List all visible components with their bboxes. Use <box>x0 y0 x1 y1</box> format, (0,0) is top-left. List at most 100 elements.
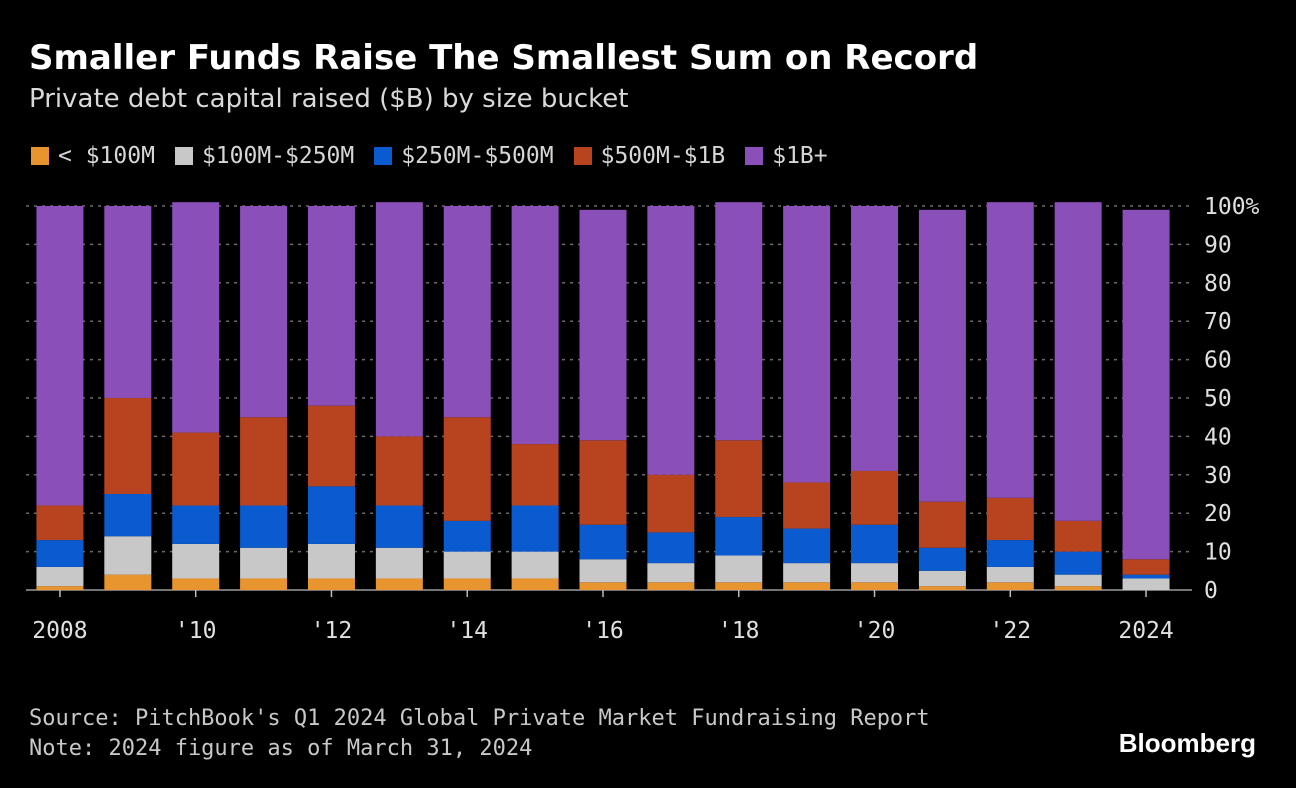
bar-segment <box>579 582 627 590</box>
bar-segment <box>783 482 831 529</box>
bar-segment <box>443 578 491 590</box>
bar-segment <box>511 206 559 445</box>
bar-segment <box>104 398 152 494</box>
bar-segment <box>647 206 695 475</box>
legend-item-500m-1b: $500M-$1B <box>573 143 725 169</box>
legend-swatch <box>374 147 393 165</box>
bar-segment <box>986 202 1034 498</box>
y-tick-label: 20 <box>1204 501 1232 527</box>
bar-segment <box>715 440 763 518</box>
bar-segment <box>986 497 1034 541</box>
bar-segment <box>918 547 966 571</box>
y-tick-label: 10 <box>1204 540 1232 566</box>
bar-segment <box>986 582 1034 590</box>
bar-segment <box>918 570 966 587</box>
bar-segment <box>783 582 831 590</box>
bar-segment <box>1054 202 1102 521</box>
bar-segment <box>511 505 559 552</box>
bar-segment <box>715 202 763 441</box>
bar-segment <box>918 501 966 548</box>
bar-segment <box>579 440 627 525</box>
bar-segment <box>36 540 84 567</box>
y-tick-label: 40 <box>1204 424 1232 450</box>
bar-segment <box>36 586 84 590</box>
bar-segment <box>36 505 84 541</box>
bar-segment <box>783 563 831 583</box>
y-tick-label: 80 <box>1204 271 1232 297</box>
x-tick-label: 2008 <box>32 618 87 644</box>
bar-segment <box>783 528 831 564</box>
y-tick-label: 30 <box>1204 463 1232 489</box>
bar-segment <box>375 505 423 548</box>
bar-segment <box>715 582 763 590</box>
bar-segment <box>851 582 899 590</box>
legend-label: $250M-$500M <box>401 143 554 169</box>
bar-segment <box>307 543 355 579</box>
bar-segment <box>715 555 763 583</box>
bar-segment <box>783 206 831 483</box>
source-note: Source: PitchBook's Q1 2024 Global Priva… <box>29 706 930 731</box>
bar-segment <box>511 444 559 506</box>
bar-segment <box>851 524 899 564</box>
bar-segment <box>443 520 491 552</box>
bar-segment <box>1122 574 1170 579</box>
bar-segment <box>36 566 84 587</box>
bar-segment <box>918 209 966 502</box>
bar-segment <box>36 206 84 506</box>
bar-segment <box>918 586 966 590</box>
bar-segment <box>1122 559 1170 575</box>
bar-segment <box>986 540 1034 567</box>
bar-segment <box>240 417 288 506</box>
bar-segment <box>986 566 1034 583</box>
bar-segment <box>104 494 152 537</box>
legend-item-100m-250m: $100M-$250M <box>174 143 355 169</box>
bar-segment <box>240 505 288 548</box>
bar-segment <box>240 206 288 418</box>
x-tick-label: '14 <box>446 618 488 644</box>
y-tick-label: 60 <box>1204 348 1232 374</box>
bar-segment <box>172 578 220 590</box>
bar-segment <box>511 578 559 590</box>
x-tick-label: 2024 <box>1118 618 1173 644</box>
bar-segment <box>172 543 220 579</box>
bar-segment <box>1122 578 1170 590</box>
legend-swatch <box>745 147 764 165</box>
bloomberg-logo: Bloomberg <box>1118 728 1256 758</box>
bar-segment <box>104 206 152 398</box>
stacked-bar-chart: 100% 90 80 70 60 50 40 30 20 10 0 2008 '10 '12 '14 '16 '… <box>26 194 1260 644</box>
bar-segment <box>443 206 491 418</box>
legend-item-under-100m: < $100M <box>31 143 155 169</box>
bar-segment <box>579 209 627 441</box>
legend-swatch <box>31 147 49 165</box>
bar-segment <box>443 551 491 579</box>
bar-segment <box>375 202 423 437</box>
bar-segment <box>511 551 559 579</box>
bar-segment <box>1054 586 1102 590</box>
bar-segment <box>375 578 423 590</box>
bar-segment <box>307 578 355 590</box>
legend-item-1b-plus: $1B+ <box>745 143 828 169</box>
y-tick-label: 100% <box>1204 194 1260 220</box>
bar-segment <box>172 432 220 506</box>
x-tick-label: '10 <box>175 618 217 644</box>
legend-swatch <box>174 147 193 165</box>
bar-segment <box>1054 574 1102 587</box>
bar-segment <box>172 505 220 544</box>
bar-segment <box>1122 209 1170 560</box>
x-tick-label: '22 <box>990 618 1032 644</box>
bar-segment <box>240 578 288 590</box>
legend: < $100M $100M-$250M $250M-$500M $500M-$1… <box>31 143 828 169</box>
footer: Source: PitchBook's Q1 2024 Global Priva… <box>29 704 930 764</box>
bar-segment <box>1054 551 1102 575</box>
y-tick-label: 50 <box>1204 386 1232 412</box>
bar-segment <box>715 517 763 556</box>
chart-subtitle: Private debt capital raised ($B) by size… <box>29 84 629 114</box>
bar-segment <box>172 202 220 433</box>
bar-segment <box>104 536 152 575</box>
bar-segment <box>1054 520 1102 552</box>
legend-label: $100M-$250M <box>201 143 355 169</box>
legend-label: $1B+ <box>772 143 828 169</box>
y-tick-label: 90 <box>1204 232 1232 258</box>
legend-label: < $100M <box>58 143 155 169</box>
y-tick-label: 70 <box>1204 309 1232 335</box>
